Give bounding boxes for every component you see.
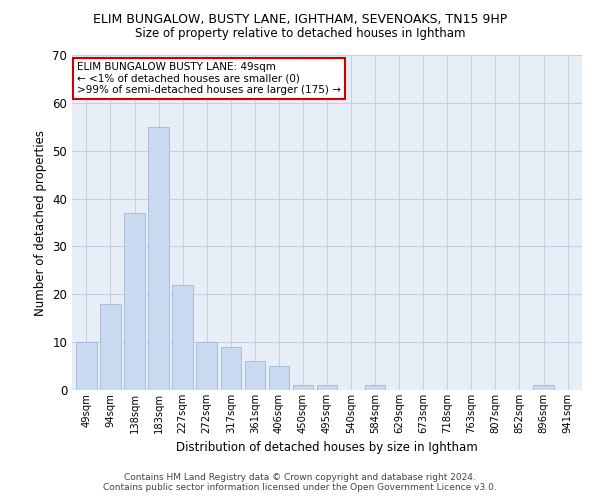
- Bar: [100, 304, 121, 390]
- Text: ELIM BUNGALOW, BUSTY LANE, IGHTHAM, SEVENOAKS, TN15 9HP: ELIM BUNGALOW, BUSTY LANE, IGHTHAM, SEVE…: [93, 12, 507, 26]
- Y-axis label: Number of detached properties: Number of detached properties: [34, 130, 47, 316]
- Bar: [533, 385, 554, 390]
- Text: Size of property relative to detached houses in Ightham: Size of property relative to detached ho…: [135, 28, 465, 40]
- Bar: [293, 385, 313, 390]
- X-axis label: Distribution of detached houses by size in Ightham: Distribution of detached houses by size …: [176, 442, 478, 454]
- Bar: [76, 342, 97, 390]
- Bar: [269, 366, 289, 390]
- Bar: [221, 347, 241, 390]
- Bar: [148, 127, 169, 390]
- Bar: [196, 342, 217, 390]
- Bar: [172, 284, 193, 390]
- Text: ELIM BUNGALOW BUSTY LANE: 49sqm
← <1% of detached houses are smaller (0)
>99% of: ELIM BUNGALOW BUSTY LANE: 49sqm ← <1% of…: [77, 62, 341, 95]
- Bar: [124, 213, 145, 390]
- Bar: [317, 385, 337, 390]
- Text: Contains HM Land Registry data © Crown copyright and database right 2024.
Contai: Contains HM Land Registry data © Crown c…: [103, 473, 497, 492]
- Bar: [245, 362, 265, 390]
- Bar: [365, 385, 385, 390]
